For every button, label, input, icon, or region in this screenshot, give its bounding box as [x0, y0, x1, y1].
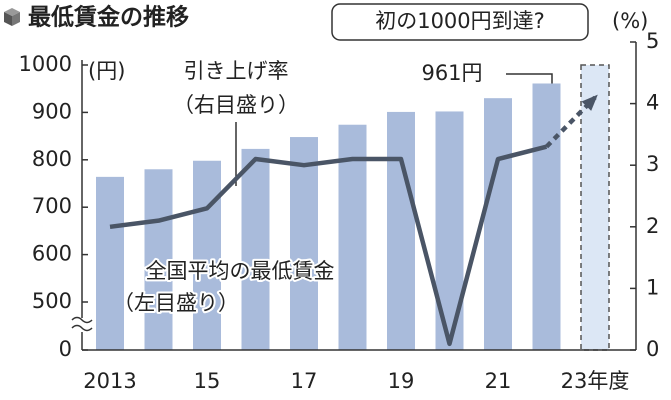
y2-unit: (%): [612, 9, 648, 33]
y2-tick-label: 2: [646, 214, 659, 238]
bar: [144, 169, 173, 350]
y-tick-label: 700: [32, 194, 72, 218]
y-tick-label: 900: [32, 99, 72, 123]
bar: [193, 160, 221, 350]
x-tick-label: 19: [388, 369, 415, 393]
last-value-label: 961円: [421, 61, 482, 85]
y-tick-label: 600: [32, 242, 72, 266]
y-tick-label: 800: [32, 147, 72, 171]
y2-tick-label: 4: [646, 91, 659, 115]
wage-axis-note: （左目盛り）: [113, 291, 239, 315]
wage-label: 全国平均の最低賃金: [146, 259, 335, 283]
bar: [387, 111, 415, 351]
chart-title: 最低賃金の推移: [28, 4, 189, 31]
arrowhead: [581, 94, 598, 111]
x-tick-label: 23年度: [561, 369, 630, 393]
x-tick-label: 17: [291, 369, 318, 393]
title-icon: [4, 8, 20, 26]
axis-break: [71, 316, 93, 324]
bar: [484, 98, 512, 351]
rate-label: 引き上げ率: [184, 59, 289, 83]
line-series: [109, 144, 548, 347]
axis-break: [71, 324, 93, 332]
bar: [290, 137, 318, 350]
x-tick-label: 15: [194, 369, 221, 393]
y2-tick-label: 0: [646, 337, 659, 361]
bar: [580, 64, 610, 351]
bar: [532, 83, 561, 351]
y2-tick-label: 5: [646, 29, 659, 53]
y2-tick-label: 1: [646, 275, 659, 299]
y-unit: (円): [88, 59, 125, 83]
x-tick-label: 2013: [83, 369, 136, 393]
callout-box: [331, 3, 589, 41]
x-tick-label: 21: [485, 369, 512, 393]
y-tick-label: 1000: [19, 52, 72, 76]
bar: [96, 176, 124, 350]
bar: [241, 148, 270, 350]
y2-tick-label: 3: [646, 152, 659, 176]
target-note: 初の1000円到達?: [375, 9, 545, 33]
y-tick-label: 500: [32, 289, 72, 313]
y-tick-label: 0: [59, 337, 72, 361]
rate-axis-note: （右目盛り）: [173, 93, 299, 117]
